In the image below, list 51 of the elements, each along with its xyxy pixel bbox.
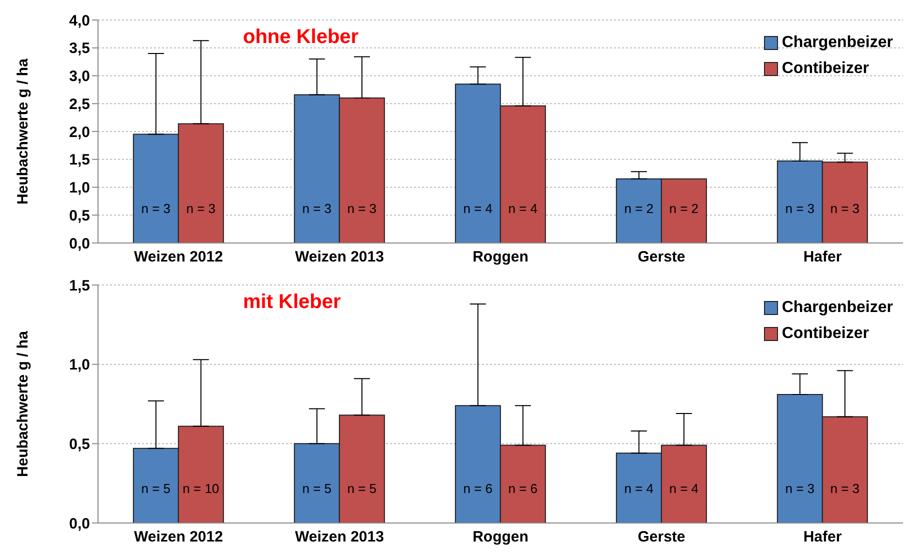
x-tick-label: Weizen 2013 [295,528,384,546]
annotation: n = 6 [508,481,538,496]
annotation: n = 3 [830,201,860,216]
annotation: n = 3 [302,201,332,216]
annotation: n = 4 [463,201,493,216]
x-tick-label: Gerste [638,248,686,266]
annotation: n = 2 [624,201,654,216]
y-tick-label: 0,5 [69,436,90,453]
annotation: n = 4 [669,481,699,496]
y-tick-label: 1,0 [69,356,90,374]
x-tick-label: Weizen 2012 [134,248,223,266]
annotation: n = 6 [463,481,493,496]
x-tick-label: Weizen 2013 [295,248,384,266]
annotation: n = 3 [785,201,815,216]
annotation: n = 3 [347,201,377,216]
y-tick-label: 2,5 [69,96,90,113]
annotation: n = 5 [141,481,171,496]
y-tick-label: 3,5 [69,40,90,58]
y-tick-label: 1,0 [69,180,90,197]
legend-label: Chargenbeizer [782,33,893,53]
legend-label: Chargenbeizer [782,298,893,318]
annotation: n = 4 [624,481,654,496]
annotation: n = 3 [785,481,815,496]
y-tick-label: 2,0 [69,124,90,141]
y-tick-label: 4,0 [69,12,90,30]
y-axis-title: Heubachwerte g / ha [14,330,32,477]
annotation: n = 2 [669,201,699,216]
y-tick-label: 0,5 [69,207,90,224]
y-tick-label: 1,5 [69,277,90,294]
annotation: n = 10 [182,481,220,496]
annotation: n = 3 [186,201,216,216]
chart-title: mit Kleber [243,291,341,314]
y-tick-label: 1,5 [69,152,90,169]
legend-label: Contibeizer [782,324,869,344]
x-tick-label: Hafer [803,248,842,266]
y-tick-label: 0,0 [69,515,90,532]
annotation: n = 4 [508,201,538,216]
x-tick-label: Roggen [472,248,528,266]
legend-label: Contibeizer [782,59,869,79]
y-tick-label: 0,0 [69,235,90,252]
y-tick-label: 3,0 [69,68,90,86]
y-axis-title: Heubachwerte g / ha [14,58,32,204]
annotation: n = 3 [141,201,171,216]
chart-title: ohne Kleber [243,26,359,49]
x-tick-label: Weizen 2012 [134,528,223,546]
annotation: n = 5 [347,481,377,496]
annotation: n = 3 [830,481,860,496]
annotation: n = 5 [302,481,332,496]
x-tick-label: Gerste [638,528,686,546]
x-tick-label: Hafer [803,528,842,546]
x-tick-label: Roggen [472,528,528,546]
